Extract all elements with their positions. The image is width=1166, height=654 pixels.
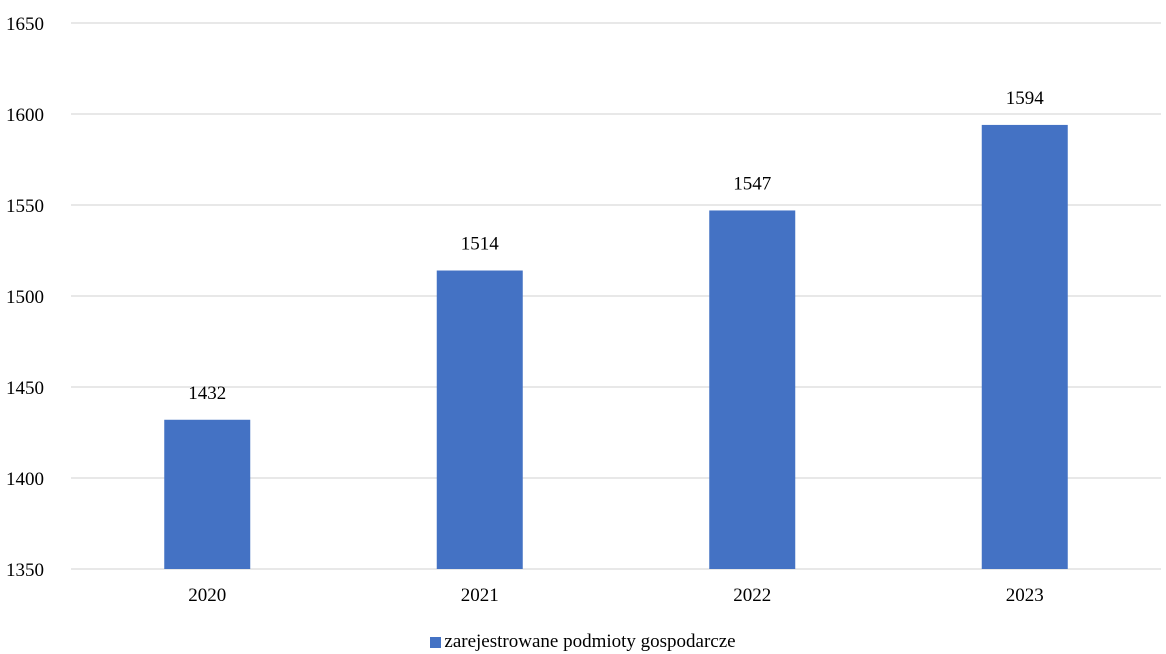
y-tick-label: 1450 (6, 378, 44, 399)
legend: zarejestrowane podmioty gospodarcze (0, 630, 1166, 654)
y-tick-label: 1650 (6, 14, 44, 35)
y-tick-label: 1550 (6, 196, 44, 217)
bar (709, 210, 796, 569)
y-tick-label: 1350 (6, 560, 44, 581)
data-label: 1514 (461, 234, 500, 255)
data-labels: 1432 1514 1547 1594 (188, 88, 1044, 404)
data-label: 1547 (733, 173, 771, 194)
bar (981, 124, 1068, 570)
bar (164, 419, 251, 569)
x-tick-label: 2021 (461, 585, 499, 606)
data-label: 1432 (188, 383, 226, 404)
gridlines (71, 22, 1161, 570)
bar (436, 270, 523, 569)
y-tick-label: 1400 (6, 469, 44, 490)
bars (164, 124, 1068, 570)
legend-label: zarejestrowane podmioty gospodarcze (444, 631, 736, 652)
legend-swatch (430, 636, 442, 648)
y-tick-label: 1500 (6, 287, 44, 308)
x-tick-label: 2022 (733, 585, 771, 606)
x-tick-label: 2020 (188, 585, 226, 606)
legend-item: zarejestrowane podmioty gospodarcze (430, 631, 736, 653)
y-axis-ticks: 1350 1400 1450 1500 1550 1600 1650 (6, 14, 44, 581)
data-label: 1594 (1006, 88, 1045, 109)
bar-chart: 1350 1400 1450 1500 1550 1600 1650 1432 1514 154… (6, 14, 1161, 606)
x-tick-label: 2023 (1006, 585, 1044, 606)
y-tick-label: 1600 (6, 105, 44, 126)
x-axis-ticks: 2020 2021 2022 2023 (188, 585, 1044, 606)
